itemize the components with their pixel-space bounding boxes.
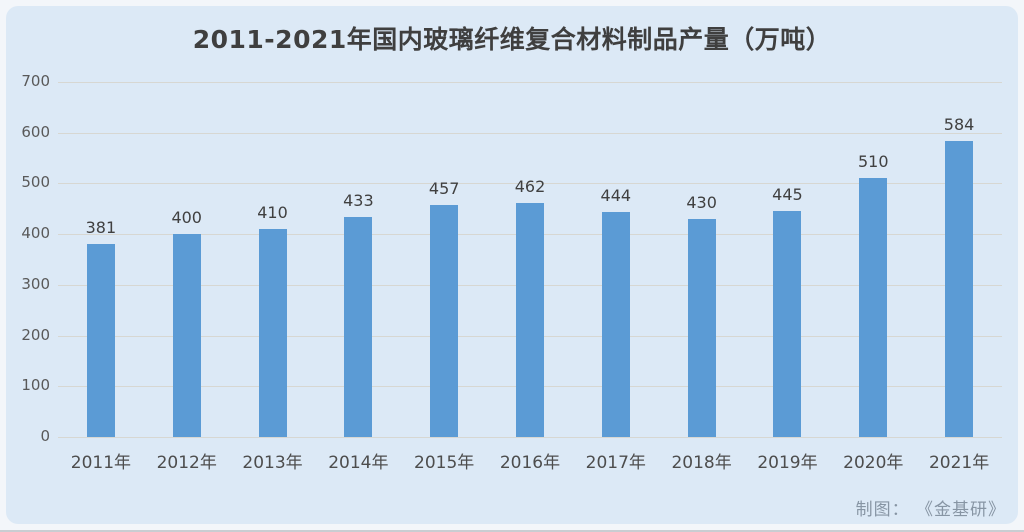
x-axis-label: 2019年	[757, 453, 818, 473]
bar-value-label: 457	[428, 179, 460, 199]
bar-value-label: 462	[514, 176, 546, 196]
bar	[516, 202, 544, 437]
gridline	[58, 183, 1002, 185]
bar	[859, 178, 888, 437]
bar-value-label: 410	[257, 203, 288, 223]
gridline	[58, 82, 1002, 83]
gridline	[58, 437, 1002, 438]
bar-value-label: 381	[85, 217, 117, 237]
bar	[773, 211, 802, 437]
x-axis-label: 2018年	[671, 453, 732, 473]
x-axis-label: 2012年	[156, 453, 217, 473]
x-axis-label: 2021年	[928, 453, 990, 473]
bar-value-label: 444	[600, 185, 632, 205]
bar-value-label: 433	[343, 191, 374, 211]
x-axis-label: 2017年	[585, 453, 646, 473]
x-axis-label: 2011年	[70, 453, 132, 473]
bar-value-label: 584	[943, 114, 975, 134]
bar	[172, 234, 201, 437]
chart-panel: 2011-2021年国内玻璃纤维复合材料制品产量（万吨） 0 100 200 300 4…	[6, 6, 1018, 524]
y-axis-tick-label: 0	[40, 427, 50, 445]
x-axis-label: 2013年	[242, 453, 303, 473]
bar-value-label: 400	[171, 208, 202, 228]
y-axis-tick-label: 200	[21, 325, 50, 344]
x-axis-label: 2014年	[328, 453, 389, 473]
y-axis-tick-label: 500	[21, 173, 50, 192]
bar	[344, 217, 373, 437]
y-axis-tick-label: 600	[21, 122, 50, 141]
x-axis-label: 2020年	[843, 453, 904, 473]
bar-value-label: 430	[686, 192, 717, 212]
bar	[687, 218, 716, 437]
source-credit: 制图： 《金基研》	[855, 500, 1006, 520]
y-axis-tick-label: 400	[21, 224, 50, 243]
bar	[945, 140, 974, 437]
bar	[430, 205, 459, 437]
y-axis-tick-label: 700	[21, 72, 50, 90]
bar	[601, 211, 630, 437]
gridline	[58, 132, 1002, 134]
bar	[86, 243, 115, 437]
bar-value-label: 510	[857, 152, 889, 172]
bar-value-label: 445	[772, 185, 803, 205]
x-axis-label: 2015年	[414, 453, 475, 473]
chart-title: 2011-2021年国内玻璃纤维复合材料制品产量（万吨）	[192, 25, 832, 54]
x-axis-label: 2016年	[499, 453, 561, 473]
y-axis-tick-label: 300	[21, 274, 50, 293]
bar	[258, 229, 287, 437]
y-axis-tick-label: 100	[21, 376, 50, 395]
